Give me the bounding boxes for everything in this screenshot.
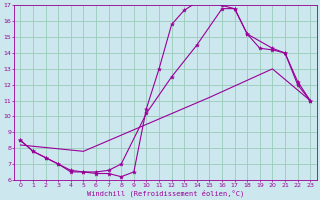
- X-axis label: Windchill (Refroidissement éolien,°C): Windchill (Refroidissement éolien,°C): [87, 189, 244, 197]
